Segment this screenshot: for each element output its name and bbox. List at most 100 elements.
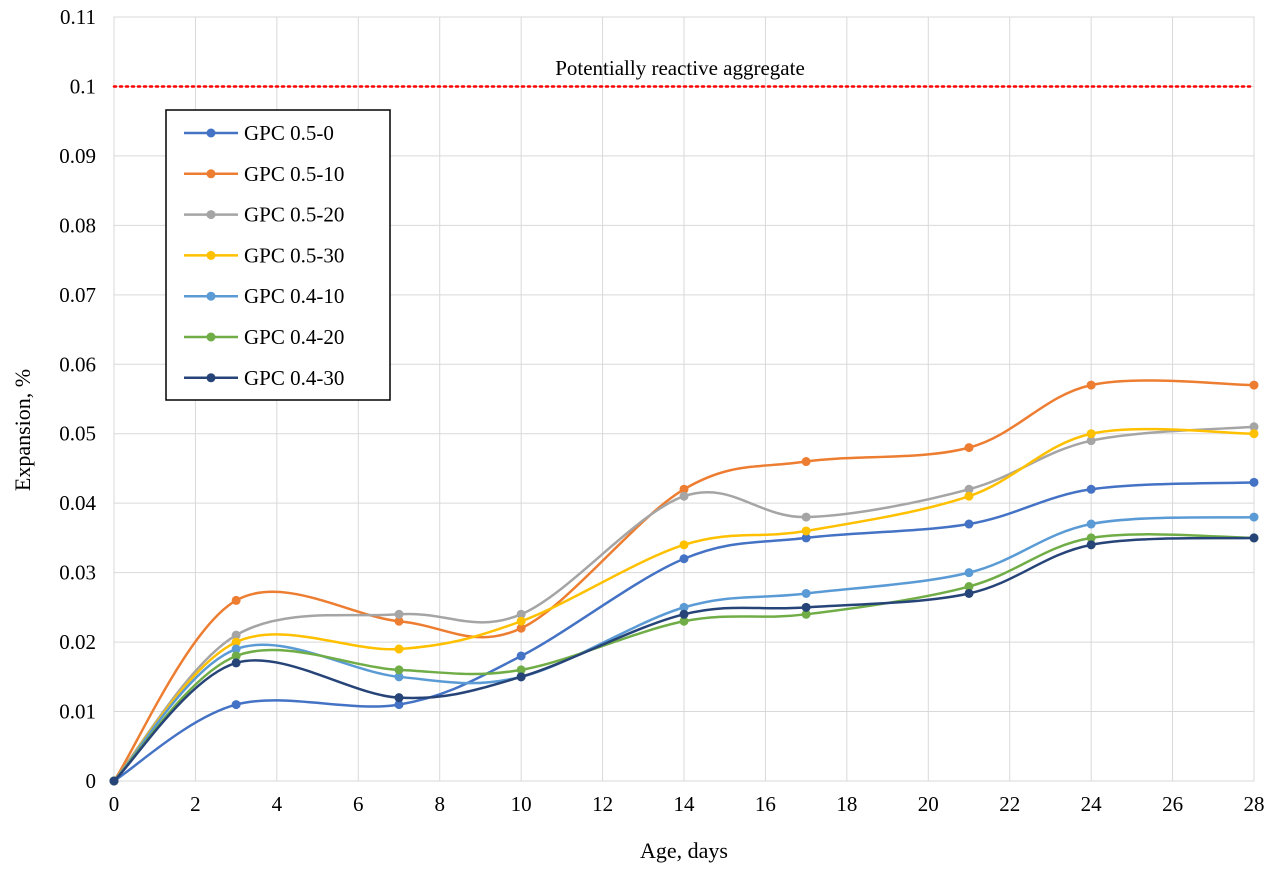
legend-label: GPC 0.5-20 [244,203,344,227]
series-line [113,515,1255,782]
data-point [679,616,689,626]
data-point [801,512,811,522]
x-tick-label: 14 [674,792,696,816]
data-point [1086,484,1096,494]
data-point [679,540,689,550]
x-tick-label: 12 [592,792,613,816]
y-tick-label: 0.1 [70,74,96,98]
data-point [1249,477,1259,487]
data-point [964,588,974,598]
legend-label: GPC 0.5-0 [244,121,334,145]
data-point [679,609,689,619]
legend-swatch-marker [206,128,216,138]
data-point [801,609,811,619]
data-point [1249,429,1259,439]
legend-item: GPC 0.5-10 [184,162,344,186]
series-line [113,536,1255,782]
data-point [801,457,811,467]
y-tick-label: 0.09 [59,144,96,168]
data-point [516,672,526,682]
legend-item: GPC 0.4-10 [184,284,344,308]
x-tick-label: 6 [353,792,364,816]
legend-swatch-marker [206,332,216,342]
legend-label: GPC 0.5-10 [244,162,344,186]
data-point [801,526,811,536]
y-tick-label: 0.11 [60,5,96,29]
series-gpc-0-4-30 [109,533,1259,786]
data-point [801,533,811,543]
series-line [112,379,1255,782]
x-tick-label: 26 [1162,792,1183,816]
x-tick-label: 22 [999,792,1020,816]
legend-item: GPC 0.4-20 [184,325,344,349]
y-tick-label: 0 [86,769,97,793]
data-point [394,672,404,682]
legend-item: GPC 0.5-20 [184,203,344,227]
y-tick-label: 0.03 [59,561,96,585]
data-point [964,519,974,529]
data-point [1086,436,1096,446]
series-line [113,427,1255,782]
x-tick-label: 8 [434,792,445,816]
data-point [679,484,689,494]
series-line [113,533,1255,782]
data-point [679,491,689,501]
data-point [394,693,404,703]
data-point [964,568,974,578]
data-point [1086,380,1096,390]
data-point [231,637,241,647]
data-point [394,609,404,619]
y-tick-label: 0.05 [59,422,96,446]
series-gpc-0-5-30 [109,427,1259,786]
y-tick-label: 0.08 [59,213,96,237]
data-point [1249,512,1259,522]
data-point [1086,519,1096,529]
data-point [801,602,811,612]
data-point [231,630,241,640]
legend-swatch-marker [206,291,216,301]
data-point [1086,540,1096,550]
data-point [964,484,974,494]
legend-item: GPC 0.5-30 [184,243,344,267]
data-point [394,644,404,654]
legend-swatch-marker [206,210,216,220]
x-axis-title: Age, days [640,838,728,863]
data-point [679,602,689,612]
plot-border [113,16,1255,782]
y-tick-label: 0.02 [59,630,96,654]
data-point [231,644,241,654]
x-tick-label: 16 [755,792,776,816]
x-tick-label: 2 [190,792,201,816]
y-tick-label: 0.06 [59,352,96,376]
grid [113,16,1255,782]
legend: GPC 0.5-0 GPC 0.5-10 GPC 0.5-20 GPC 0.5-30 G… [165,109,391,401]
legend-label: GPC 0.4-10 [244,284,344,308]
x-tick-label: 4 [272,792,283,816]
data-point [801,588,811,598]
y-axis-title: Expansion, % [10,369,35,491]
x-tick-label: 0 [109,792,120,816]
legend-swatch-marker [206,250,216,260]
data-point [109,776,119,786]
y-tick-label: 0.01 [59,700,96,724]
data-point [231,651,241,661]
y-tick-label: 0.04 [59,491,96,515]
legend-label: GPC 0.4-30 [244,366,344,390]
data-point [394,700,404,710]
data-point [231,700,241,710]
data-point [964,582,974,592]
x-tick-label: 24 [1081,792,1103,816]
data-point [516,616,526,626]
data-point [231,658,241,668]
series-group [109,379,1259,786]
reference-line-label: Potentially reactive aggregate [555,56,805,80]
data-point [394,665,404,675]
data-point [231,595,241,605]
data-point [964,443,974,453]
legend-item: GPC 0.5-0 [184,121,334,145]
y-tick-label: 0.07 [59,283,96,307]
legend-swatch-marker [206,169,216,179]
legend-label: GPC 0.4-20 [244,325,344,349]
legend-item: GPC 0.4-30 [184,366,344,390]
